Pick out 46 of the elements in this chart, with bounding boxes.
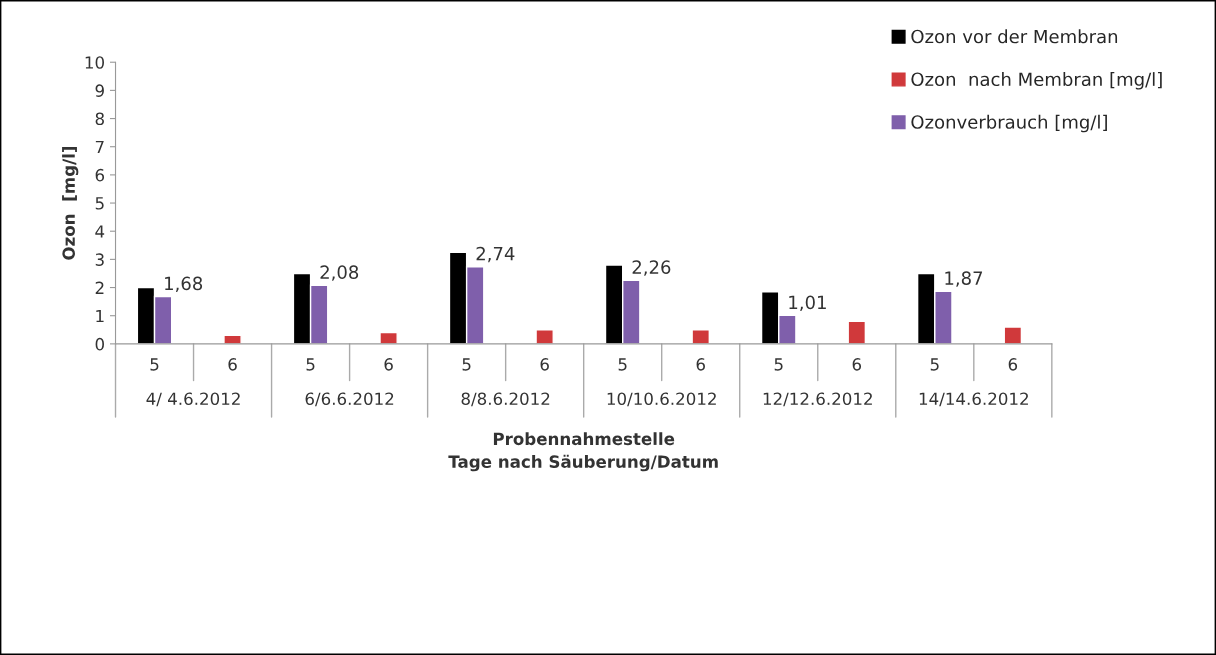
x-tick-label: 6 [228,358,237,371]
x-tick-label: 6 [852,358,862,371]
x-tick-label: 6 [1008,358,1018,371]
x-tick-label: 5 [774,358,783,371]
data-label: 2,74 [476,246,515,263]
data-label: 1,87 [945,271,983,287]
x-tick-label: 5 [462,358,471,371]
y-tick-label: 0 [95,337,104,351]
x-tick-label: 5 [618,358,627,371]
y-tick-label: 5 [95,197,104,210]
y-tick-label: 2 [95,281,104,294]
y-tick-label: 7 [95,140,104,154]
y-tick-label: 8 [95,112,104,126]
y-tick-label: 6 [95,168,105,182]
x-tick-label: 5 [306,358,315,371]
data-label: 2,08 [320,265,359,281]
legend-label: Ozon vor der Membran [911,29,1118,44]
data-label: 1,01 [789,295,826,311]
legend-label: Ozon nach Membran [mg/l] [911,72,1162,90]
x-axis-title: Probennahmestelle Tage nach Säuberung/Datum [448,432,718,472]
y-tick-label: 3 [95,253,104,266]
y-tick-label: 1 [96,309,104,323]
bar [535,329,554,344]
bar [379,331,398,344]
bar [1003,326,1023,344]
x-tick-label: 5 [150,358,159,371]
y-axis-title: Ozon [mg/l] [62,146,79,260]
x-tick-label: 5 [930,358,939,371]
text: 12/12.6.2012 [763,392,872,407]
bar [847,320,867,344]
x-tick-label: 6 [696,358,705,371]
y-tick-label: 10 [85,56,104,69]
x-tick-label: 6 [540,358,549,371]
y-tick-label: 9 [95,84,104,97]
data-label: 1,68 [165,276,203,293]
text: 4/ 4.6.2012 [146,392,240,407]
bar [223,334,242,344]
y-tick-label: 4 [95,225,105,238]
text: 10/10.6.2012 [607,392,716,407]
text: 8/8.6.2012 [461,392,550,407]
data-label: 2,26 [632,260,671,276]
text: 6/6.6.2012 [305,392,394,407]
legend-label: Ozonverbrauch [mg/l] [911,114,1107,133]
text: 14/14.6.2012 [919,392,1028,407]
bar [691,329,710,344]
x-tick-label: 6 [384,358,393,371]
